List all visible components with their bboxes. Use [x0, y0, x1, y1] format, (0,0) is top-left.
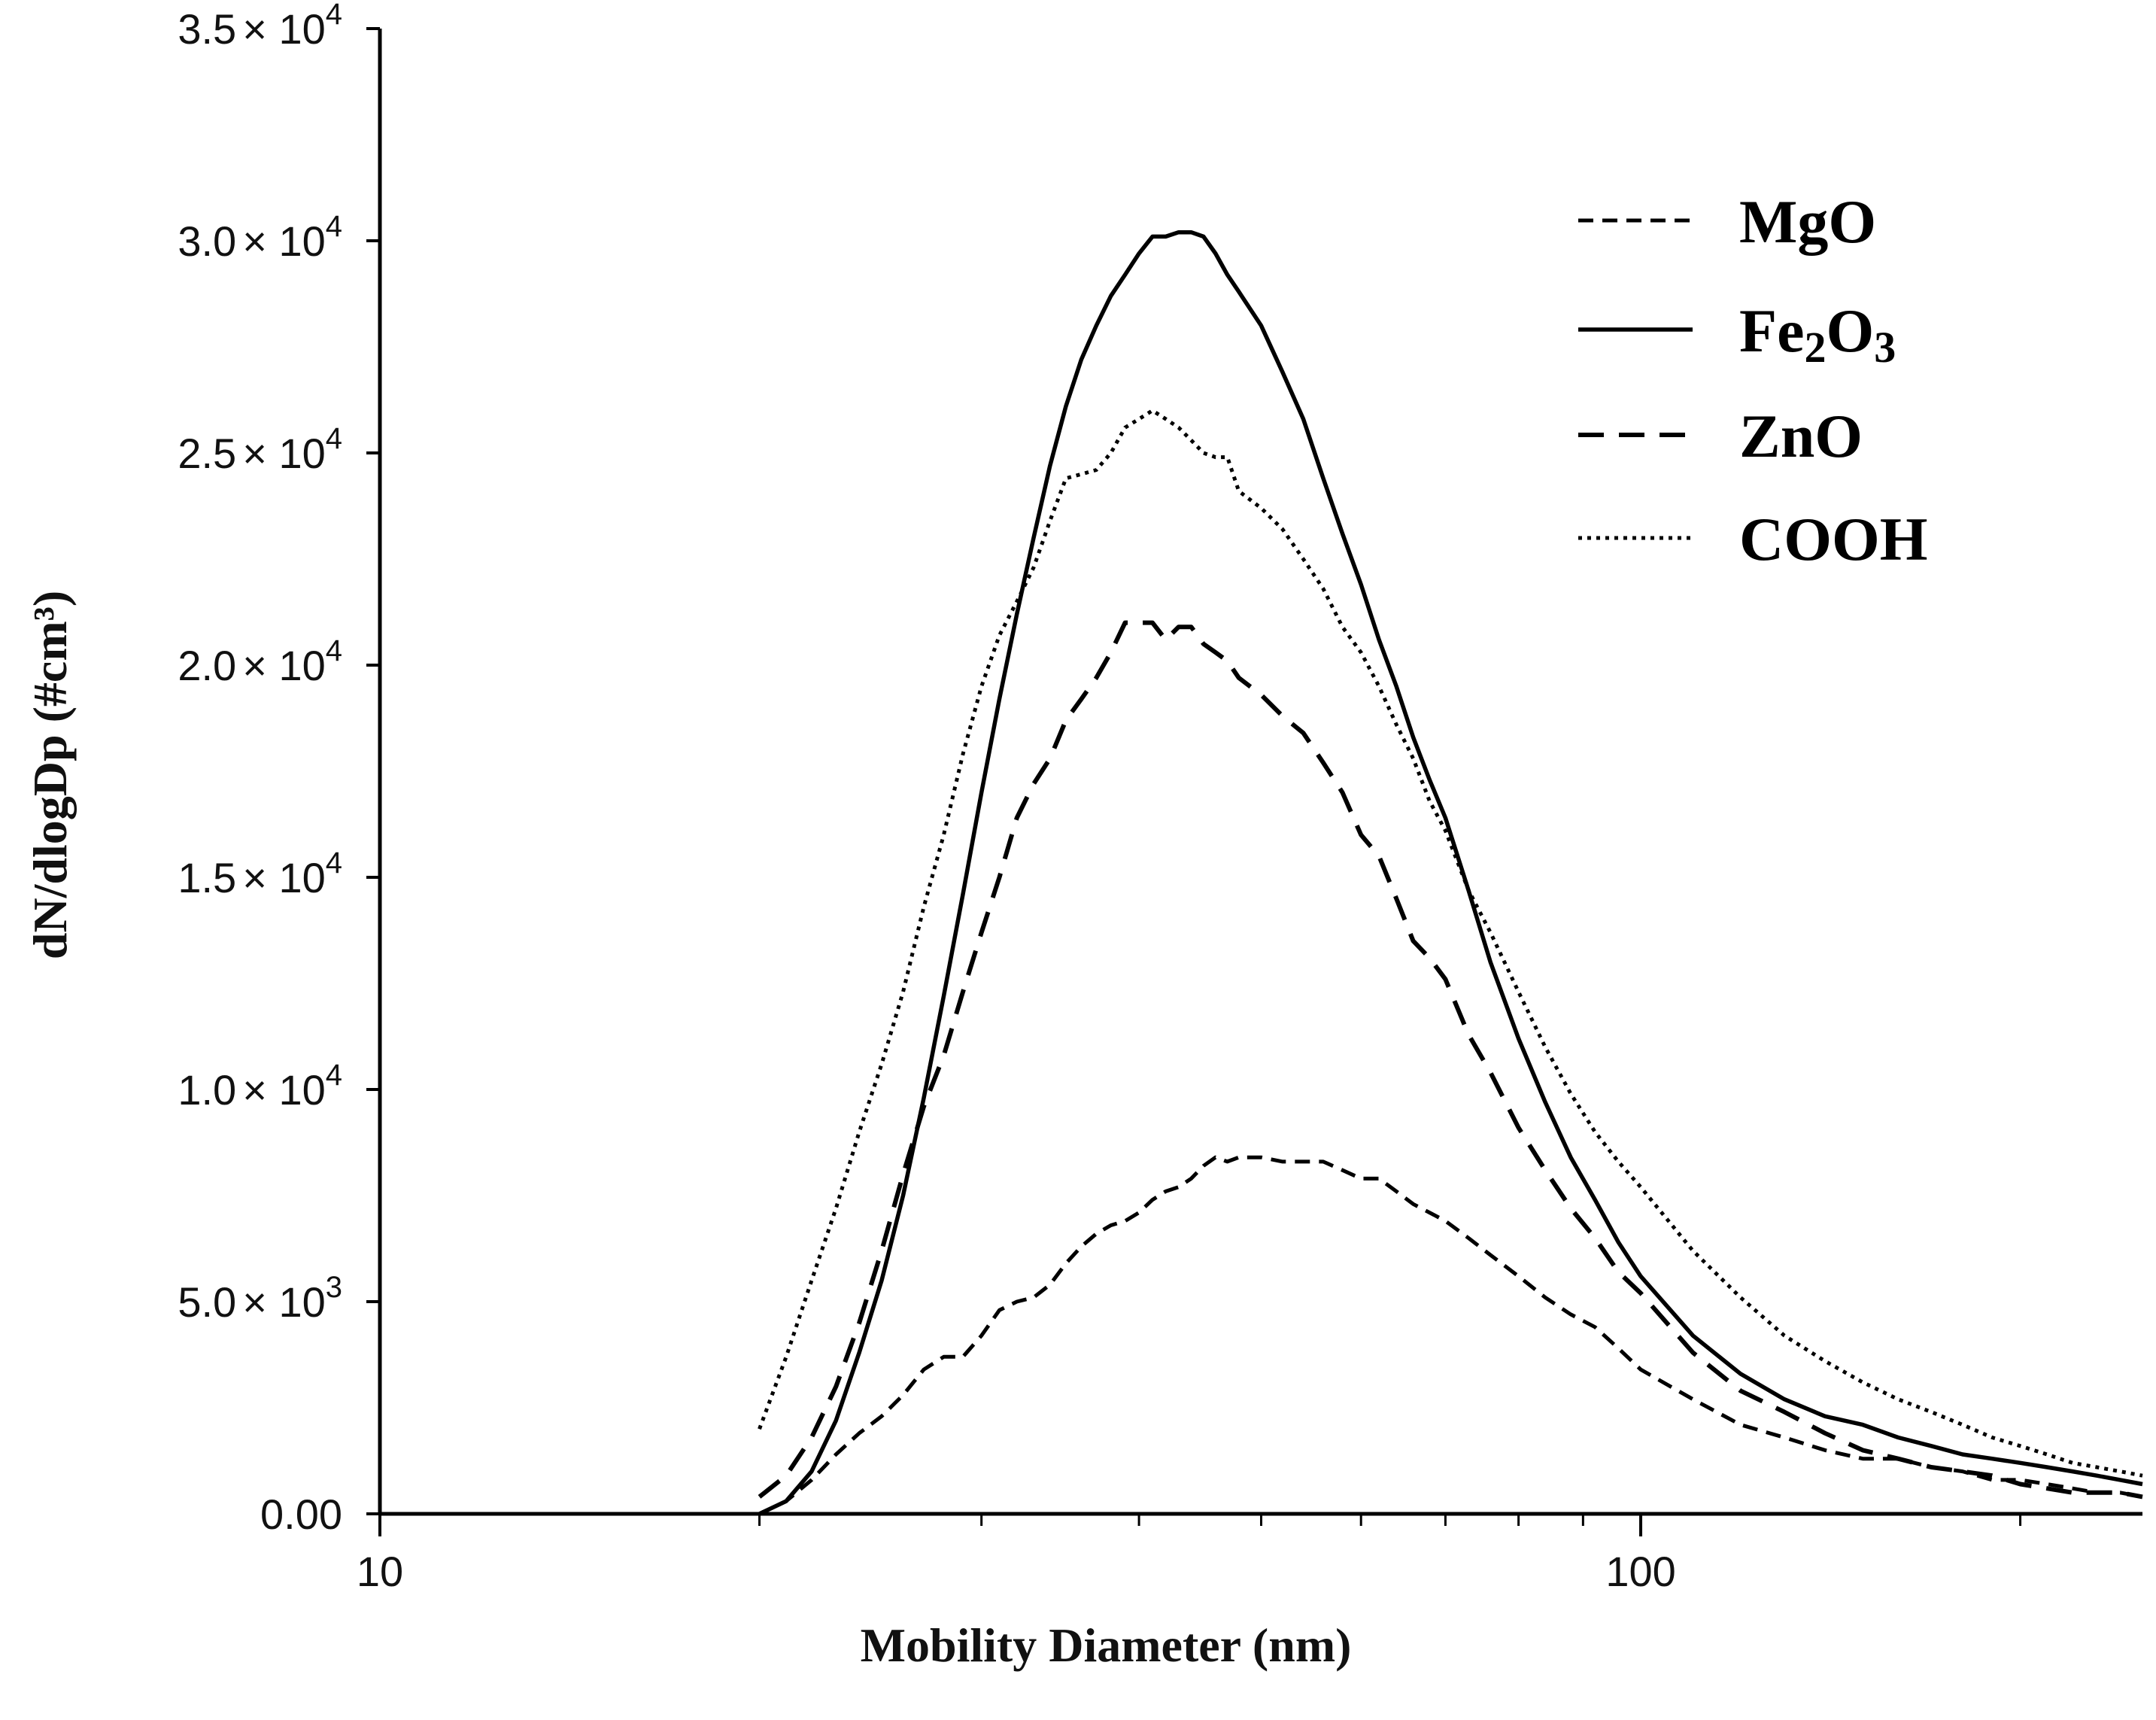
- x-axis-title: Mobility Diameter (nm): [861, 1618, 1352, 1672]
- y-tick-mantissa: 0.00: [260, 1491, 342, 1538]
- y-tick-label: 2.5 × 104: [178, 422, 342, 477]
- series-layer: [758, 229, 2143, 1516]
- y-tick-mantissa: 2.5: [178, 430, 236, 477]
- y-tick-times: × 10: [242, 5, 326, 53]
- x-tick-label: 10: [357, 1548, 403, 1595]
- y-tick-mantissa: 1.0: [178, 1066, 236, 1114]
- y-tick-exponent: 4: [326, 422, 342, 455]
- y-tick-exponent: 3: [326, 1271, 342, 1304]
- y-tick-mantissa: 1.5: [178, 854, 236, 901]
- y-tick-label: 2.0 × 104: [178, 634, 342, 689]
- y-tick-mantissa: 5.0: [178, 1278, 236, 1326]
- legend-item-cooh: COOH: [1578, 505, 1928, 573]
- series-line-fe2o3: [758, 229, 2143, 1516]
- y-tick-label: 3.0 × 104: [178, 210, 342, 265]
- legend-label-zno: ZnO: [1739, 402, 1863, 470]
- legend-label-mgo: MgO: [1739, 187, 1876, 256]
- y-tick-label: 5.0 × 103: [178, 1271, 342, 1326]
- legend-item-zno: ZnO: [1578, 402, 1863, 470]
- x-axis-ticks: 10 100: [357, 1514, 2022, 1595]
- legend-label-cooh: COOH: [1739, 505, 1928, 573]
- series-line-zno: [758, 620, 2143, 1500]
- y-tick-exponent: 4: [326, 634, 342, 667]
- y-tick-times: × 10: [242, 1066, 326, 1114]
- y-tick-exponent: 4: [326, 210, 342, 243]
- y-tick-label: 1.0 × 104: [178, 1059, 342, 1114]
- legend-item-fe2o3: Fe2O3: [1578, 296, 1896, 372]
- y-tick-mantissa: 2.0: [178, 642, 236, 689]
- y-tick-label: 3.5 × 104: [178, 0, 342, 53]
- legend-label-fe2o3-base: Fe: [1739, 296, 1804, 365]
- y-tick-mantissa: 3.5: [178, 5, 236, 53]
- y-tick-mantissa: 3.0: [178, 217, 236, 265]
- y-tick-label: 0.00: [260, 1491, 342, 1538]
- y-tick-times: × 10: [242, 854, 326, 901]
- legend-label-fe2o3-mid: O: [1826, 296, 1874, 365]
- y-tick-times: × 10: [242, 217, 326, 265]
- y-tick-exponent: 4: [326, 0, 342, 31]
- legend-label-fe2o3-sub2: 3: [1874, 323, 1896, 372]
- y-tick-times: × 10: [242, 1278, 326, 1326]
- legend-label-fe2o3-sub1: 2: [1804, 323, 1826, 372]
- y-tick-times: × 10: [242, 430, 326, 477]
- y-tick-label: 1.5 × 104: [178, 846, 342, 901]
- y-tick-exponent: 4: [326, 846, 342, 880]
- legend-label-fe2o3: Fe2O3: [1739, 296, 1896, 372]
- legend-item-mgo: MgO: [1578, 187, 1876, 256]
- y-axis-title: dN/dlogDp (#cm³): [23, 591, 77, 959]
- x-tick-label: 100: [1605, 1548, 1675, 1595]
- legend: MgO Fe2O3 ZnO COOH: [1578, 187, 1928, 573]
- y-tick-exponent: 4: [326, 1059, 342, 1092]
- series-line-mgo: [758, 1155, 2143, 1516]
- y-tick-times: × 10: [242, 642, 326, 689]
- series-line-cooh: [758, 409, 2143, 1478]
